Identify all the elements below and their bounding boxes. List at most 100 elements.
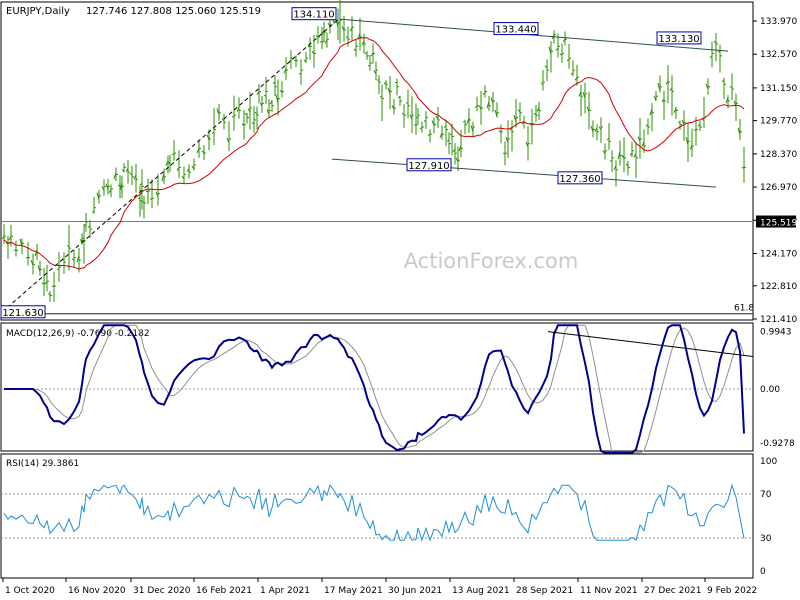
price-bar-open: [574, 77, 578, 81]
price-bar-open: [633, 153, 637, 158]
price-tick-label: 126.970: [760, 183, 797, 193]
price-bar-open: [137, 197, 141, 200]
price-bar-open: [119, 182, 123, 191]
price-bar-open: [741, 166, 745, 170]
macd-panel-frame: [0, 322, 754, 452]
price-bar-open: [241, 123, 245, 127]
macd-tick-label: 0.9943: [760, 327, 792, 337]
price-bar-open: [139, 182, 143, 186]
x-tick-label: 13 Aug 2021: [452, 586, 510, 596]
price-bar-open: [5, 242, 9, 245]
price-bar-open: [133, 174, 137, 180]
price-bar-open: [625, 163, 629, 167]
x-tick-label: 28 Sep 2021: [516, 586, 573, 596]
price-bar-open: [405, 102, 409, 104]
price-bar-open: [303, 59, 307, 63]
price-bar-open: [582, 92, 586, 99]
price-bar-open: [717, 50, 721, 53]
price-bar-open: [87, 225, 91, 228]
macd-tick-label: -0.9278: [760, 439, 795, 449]
x-tick-label: 9 Feb 2022: [707, 586, 757, 596]
price-bar-open: [41, 282, 45, 285]
price-bar-open: [470, 125, 474, 132]
price-bar-open: [247, 108, 251, 113]
price-bar-open: [353, 48, 357, 52]
price-bar-open: [681, 119, 685, 125]
watermark: ActionForex.com: [404, 249, 579, 273]
price-bar-open: [113, 171, 117, 180]
price-bar-open: [566, 59, 570, 62]
price-bar-open: [341, 26, 345, 31]
x-tick-label: 31 Dec 2020: [133, 586, 191, 596]
price-bar-open: [236, 107, 240, 112]
price-bar-open: [586, 106, 590, 113]
price-bar-open: [191, 165, 195, 170]
macd-lines: [1, 324, 754, 454]
price-bar-open: [555, 47, 559, 51]
price-bar-open: [125, 168, 129, 173]
price-bar-open: [251, 122, 255, 125]
price-bar-open: [196, 147, 200, 154]
price-bar-open: [697, 123, 701, 127]
price-bar-open: [613, 165, 617, 171]
price-bar-open: [105, 183, 109, 190]
price-tick-label: 128.370: [760, 150, 797, 160]
annotation-box: [493, 22, 539, 36]
price-bar-open: [259, 102, 263, 107]
price-bar-open: [364, 51, 368, 54]
price-bar-open: [315, 35, 319, 38]
price-bar-open: [167, 160, 171, 165]
price-bar-open: [629, 152, 633, 156]
price-bar-open: [263, 94, 267, 97]
fib-label: 61.8: [734, 304, 754, 314]
price-bar-open: [602, 150, 606, 155]
price-bar-open: [324, 39, 328, 44]
annotation-box: [656, 31, 702, 45]
annotation-box: [406, 158, 452, 172]
price-bar-open: [51, 285, 55, 288]
price-bar-open: [165, 160, 169, 166]
price-bar-open: [387, 87, 391, 95]
price-bar-open: [725, 97, 729, 104]
chart-header: EURJPY,Daily 127.746 127.808 125.060 125…: [6, 6, 261, 17]
price-bar-open: [161, 172, 165, 182]
x-axis: 1 Oct 2020 16 Nov 2020 31 Dec 2020 16 Feb 2…: [2, 578, 757, 596]
price-bar-open: [30, 259, 34, 266]
price-bar-open: [206, 134, 210, 141]
rsi-tick-label: 30: [760, 534, 772, 544]
price-bar-open: [466, 117, 470, 124]
price-bar-open: [337, 21, 341, 24]
price-bar-open: [486, 101, 490, 109]
price-bar-open: [423, 120, 427, 123]
price-bar-open: [383, 81, 387, 85]
price-bar-open: [279, 89, 283, 94]
x-tick-label: 17 May 2021: [324, 586, 383, 596]
price-axis: 133.970 132.570 131.150 129.770 128.370 126.9…: [753, 17, 797, 325]
price-bar-open: [665, 80, 669, 85]
annotation-box: [557, 171, 603, 185]
price-bar-open: [446, 139, 450, 142]
price-bar-open: [559, 53, 563, 56]
price-bar-open: [76, 255, 80, 263]
rsi-line: [1, 483, 753, 542]
price-bar-open: [529, 123, 533, 126]
price-bar-open: [609, 159, 613, 162]
ma-line: [3, 37, 745, 270]
channel-lower-line: [331, 158, 717, 188]
price-bar-open: [307, 45, 311, 48]
x-tick-label: 1 Oct 2020: [5, 586, 55, 596]
price-bar-open: [149, 198, 153, 200]
last-price-label: 125.519: [760, 219, 797, 229]
price-bar-open: [419, 126, 423, 130]
price-bar-open: [709, 55, 713, 59]
price-bar-open: [256, 91, 260, 95]
rsi-panel-frame: [0, 453, 754, 579]
price-bar-open: [141, 201, 145, 203]
rsi-tick-label: 70: [760, 490, 772, 500]
price-bar-open: [1, 236, 5, 239]
price-bar-open: [176, 167, 180, 171]
price-tick-label: 129.770: [760, 117, 797, 127]
price-bar-open: [44, 281, 48, 285]
price-bar-open: [186, 168, 190, 172]
price-bar-open: [594, 127, 598, 132]
